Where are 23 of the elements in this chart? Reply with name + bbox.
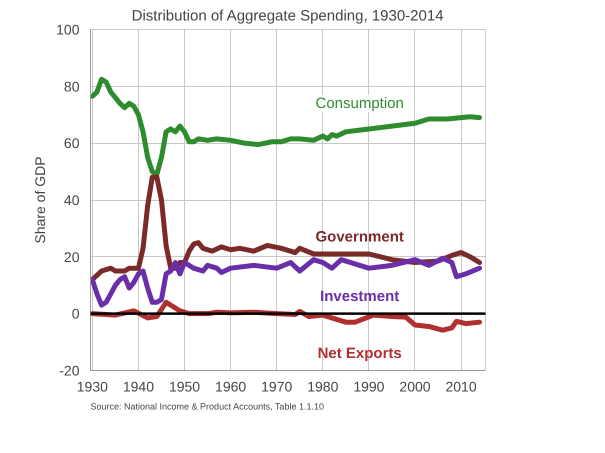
x-tick-label: 1950: [168, 378, 200, 394]
chart-title: Distribution of Aggregate Spending, 1930-2014: [132, 8, 444, 24]
series-label: Government: [315, 228, 404, 246]
x-tick-label: 2000: [399, 378, 431, 394]
y-tick-label: 0: [72, 306, 80, 322]
y-tick-label: 80: [64, 78, 80, 94]
x-tick-label: 1970: [261, 378, 292, 394]
series-label: Investment: [320, 288, 400, 306]
x-tick-label: 1980: [307, 378, 339, 394]
source-note: Source: National Income & Product Accounts, Table 1.1.10: [90, 402, 324, 412]
series-label: Net Exports: [318, 344, 402, 362]
y-tick-label: 100: [56, 22, 80, 38]
x-tick-label: 1940: [122, 378, 154, 394]
y-axis-title: Share of GDP: [32, 156, 48, 244]
y-tick-label: 20: [64, 248, 80, 265]
x-tick-label: 1930: [76, 378, 108, 394]
x-tick-label: 1990: [353, 378, 385, 394]
y-tick-label: 40: [64, 192, 80, 208]
series-label: Consumption: [315, 94, 404, 112]
y-tick-label: -20: [59, 362, 80, 378]
y-tick-label: 60: [64, 135, 80, 152]
x-tick-label: 1960: [215, 378, 246, 394]
x-tick-label: 2010: [446, 378, 477, 394]
